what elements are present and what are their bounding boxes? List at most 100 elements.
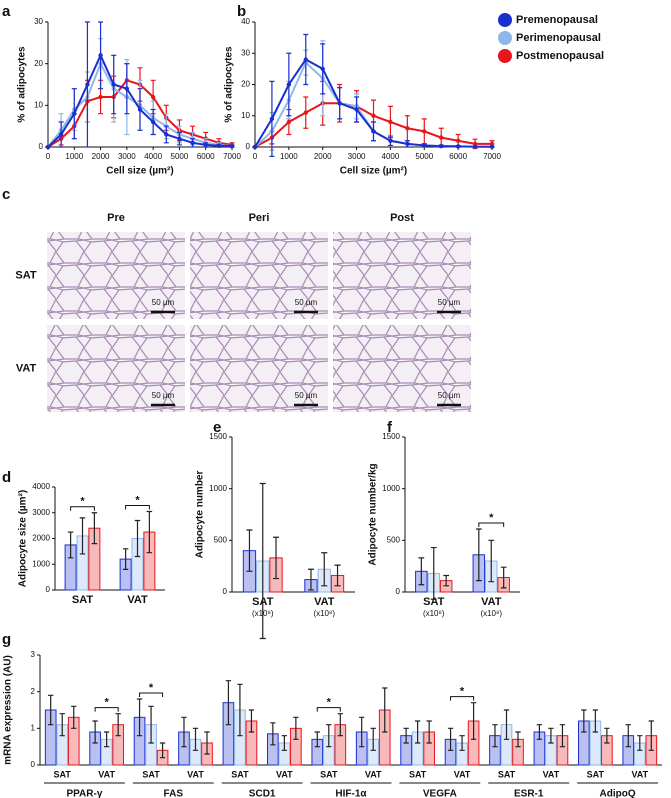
point <box>150 94 156 100</box>
error-bar <box>430 546 437 600</box>
error-bar <box>225 680 232 726</box>
point <box>422 143 427 148</box>
column-label: Pre <box>107 212 125 224</box>
y-tick-label: 4000 <box>32 482 50 491</box>
error-bar <box>159 742 166 759</box>
x-tick-label: VAT <box>454 769 471 779</box>
point <box>455 138 461 143</box>
point <box>405 126 410 131</box>
error-bar <box>488 539 495 583</box>
x-tick-label: SAT <box>423 596 444 608</box>
point <box>229 143 235 149</box>
error-bar <box>71 705 77 729</box>
y-axis-label: % of adipocytes <box>17 46 28 123</box>
point <box>405 141 410 147</box>
point <box>439 135 444 140</box>
point <box>98 53 103 58</box>
x-tick-label: SAT <box>72 594 93 606</box>
x-tick-label: 7000 <box>483 152 501 161</box>
x-tick-label: VAT <box>365 769 382 779</box>
x-tick-label: VAT <box>543 769 560 779</box>
error-bar <box>326 724 332 748</box>
error-bar <box>248 709 255 733</box>
point <box>303 110 308 115</box>
y-axis-label: Adipocyte size (µm²) <box>18 490 29 587</box>
error-bar <box>321 552 328 587</box>
error-bar <box>337 713 343 737</box>
legend-label: Perimenopausal <box>516 32 601 44</box>
point <box>320 66 325 72</box>
point <box>150 119 156 125</box>
legend-label: Postmenopausal <box>516 50 604 62</box>
x-tick-label: 3000 <box>118 152 136 161</box>
error-bar <box>67 531 74 559</box>
scale-bar-label: 50 µm <box>438 391 461 400</box>
histology-image <box>47 325 185 412</box>
error-bar <box>637 735 643 751</box>
error-bar <box>259 482 266 640</box>
y-tick-label: 2 <box>31 687 36 696</box>
point <box>388 119 393 125</box>
point <box>164 132 169 137</box>
point <box>286 119 292 125</box>
y-tick-label: 10 <box>241 111 250 120</box>
error-bar <box>103 731 110 748</box>
histology-image <box>190 232 328 319</box>
error-bar <box>625 724 631 748</box>
error-bar <box>92 720 98 744</box>
group-label: ESR-1 <box>514 789 544 798</box>
significance-bracket <box>139 692 164 697</box>
error-bar <box>382 687 388 733</box>
panel-label: f <box>387 419 393 436</box>
panel-label: e <box>213 419 221 436</box>
error-bar <box>334 564 341 587</box>
error-bar <box>414 720 421 744</box>
x-axis-label: Cell size (µm²) <box>106 166 173 177</box>
point <box>190 140 195 146</box>
y-axis-label: % of adipocytes <box>224 46 235 123</box>
error-bar <box>447 727 454 751</box>
y-tick-label: 500 <box>214 535 228 544</box>
error-bar <box>237 683 243 737</box>
error-bar <box>122 548 129 570</box>
error-bar <box>270 722 276 746</box>
error-bar <box>515 731 521 748</box>
point <box>388 138 393 143</box>
y-tick-label: 20 <box>34 59 43 68</box>
x-tick-label: VAT <box>481 596 502 608</box>
panel-label: d <box>2 469 11 486</box>
row-label: SAT <box>15 269 36 281</box>
histology-image <box>190 325 328 412</box>
point <box>111 82 116 87</box>
point <box>252 144 258 150</box>
point <box>203 142 208 148</box>
error-bar <box>500 566 507 589</box>
error-bar <box>548 727 554 744</box>
scale-bar-label: 50 µm <box>295 391 318 400</box>
panel-label: g <box>2 631 11 648</box>
error-bar <box>426 720 432 744</box>
x-tick-label: VAT <box>631 769 648 779</box>
significance-label: * <box>105 697 110 709</box>
group-label: AdipoQ <box>600 789 636 798</box>
point <box>337 101 342 106</box>
legend-marker <box>498 31 512 45</box>
group-label: VEGFA <box>423 789 457 798</box>
category-note: (x10⁸) <box>423 609 445 618</box>
x-tick-label: SAT <box>231 769 249 779</box>
significance-bracket <box>94 707 119 712</box>
scale-bar-label: 50 µm <box>152 298 175 307</box>
error-bar <box>146 510 153 554</box>
point <box>472 144 478 149</box>
y-tick-label: 30 <box>34 17 43 26</box>
x-tick-label: 6000 <box>197 152 215 161</box>
y-tick-label: 1500 <box>382 432 400 441</box>
significance-bracket <box>450 696 475 701</box>
y-tick-label: 2000 <box>32 534 50 543</box>
scale-bar-label: 50 µm <box>438 298 461 307</box>
histology-image <box>47 232 185 319</box>
significance-label: * <box>149 682 154 694</box>
point <box>177 136 182 141</box>
error-bar <box>115 713 121 737</box>
